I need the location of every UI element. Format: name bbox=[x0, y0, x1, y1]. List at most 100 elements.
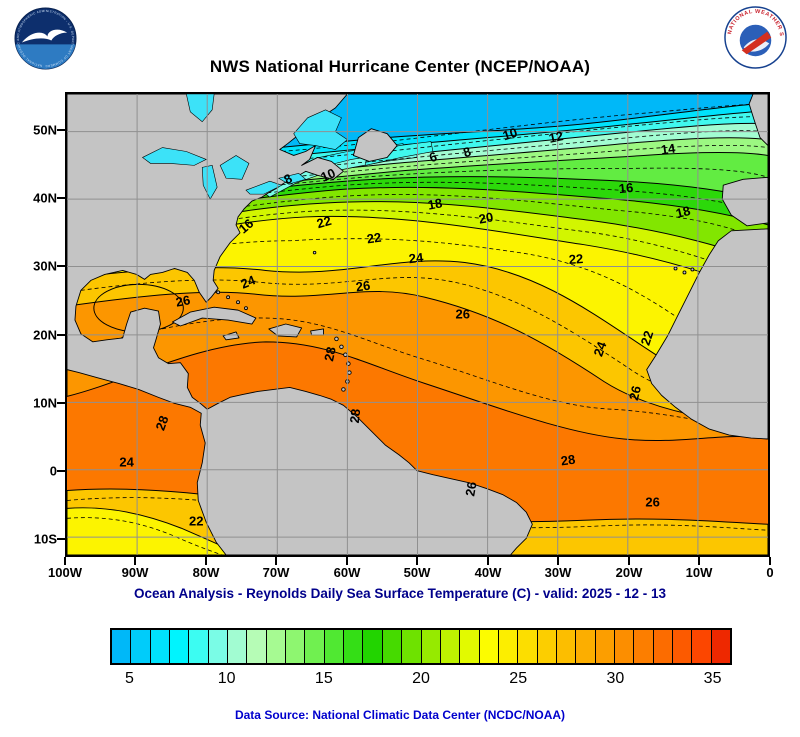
colorbar-tick-label: 20 bbox=[412, 670, 430, 687]
lake-huron bbox=[219, 155, 250, 180]
lon-axis-label: 40W bbox=[474, 565, 502, 580]
lon-axis-label: 80W bbox=[192, 565, 220, 580]
colorbar-segment bbox=[382, 630, 403, 663]
colorbar-segment bbox=[440, 630, 461, 663]
inland-water bbox=[142, 94, 348, 200]
iberia-land bbox=[721, 176, 768, 227]
lat-axis-label: 10S bbox=[33, 531, 57, 547]
contour-label: 20 bbox=[477, 209, 495, 227]
lat-axis-label: 20N bbox=[33, 327, 57, 343]
lat-axis-label: 30N bbox=[33, 258, 57, 274]
colorbar-segment bbox=[672, 630, 693, 663]
lat-axis-tick bbox=[57, 129, 65, 131]
colorbar-segment bbox=[150, 630, 171, 663]
lon-axis-tick bbox=[769, 557, 771, 565]
lon-axis-tick bbox=[628, 557, 630, 565]
contour-label: 24 bbox=[119, 454, 134, 470]
uk-france-land bbox=[748, 94, 768, 146]
contour-label: 26 bbox=[625, 384, 644, 403]
lon-axis-tick bbox=[134, 557, 136, 565]
colorbar-tick-label: 15 bbox=[314, 670, 333, 687]
lon-axis-label: 100W bbox=[48, 565, 82, 580]
lon-axis-label: 50W bbox=[403, 565, 431, 580]
nws-logo: NATIONAL WEATHER SERVICE bbox=[722, 2, 787, 69]
colorbar-segment bbox=[228, 630, 248, 663]
lake-superior bbox=[142, 147, 207, 166]
lon-axis-label: 60W bbox=[333, 565, 361, 580]
colorbar-tick-label: 10 bbox=[217, 670, 236, 687]
contour-label: 16 bbox=[235, 215, 257, 237]
canary-islands bbox=[673, 266, 695, 275]
contour-label: 18 bbox=[426, 195, 444, 213]
lon-axis-tick bbox=[698, 557, 700, 565]
colorbar-segment bbox=[131, 630, 151, 663]
colorbar-segment bbox=[363, 630, 383, 663]
colorbar-segment bbox=[324, 630, 345, 663]
colorbar-segment bbox=[653, 630, 673, 663]
contour-label: 22 bbox=[637, 328, 657, 348]
lake-ontario bbox=[278, 172, 307, 185]
contour-label: 14 bbox=[659, 140, 676, 157]
colorbar-segment bbox=[421, 630, 441, 663]
lat-axis-tick bbox=[57, 402, 65, 404]
colorbar-segment bbox=[556, 630, 577, 663]
colorbar-segment bbox=[498, 630, 519, 663]
colorbar-segment bbox=[344, 630, 364, 663]
lon-axis-label: 30W bbox=[544, 565, 572, 580]
lon-axis-tick bbox=[416, 557, 418, 565]
lat-axis-tick bbox=[57, 538, 65, 540]
contour-label: 10 bbox=[317, 165, 338, 186]
colorbar-segment bbox=[711, 630, 730, 663]
lake-michigan bbox=[201, 165, 218, 200]
colorbar-segment bbox=[518, 630, 538, 663]
contour-label: 22 bbox=[568, 250, 584, 267]
contour-label: 26 bbox=[455, 306, 470, 322]
lon-axis-label: 0 bbox=[766, 565, 774, 580]
contour-label: 26 bbox=[355, 277, 372, 295]
red-band-icon bbox=[741, 31, 772, 55]
lat-axis-tick bbox=[57, 470, 65, 472]
colorbar-segment bbox=[286, 630, 306, 663]
lat-axis-label: 40N bbox=[33, 190, 57, 206]
colorbar-segment bbox=[460, 630, 480, 663]
contour-label: 22 bbox=[314, 212, 333, 232]
colorbar-segment bbox=[189, 630, 209, 663]
noaa-logo: NATIONAL OCEANIC AND ATMOSPHERIC ADMINIS… bbox=[13, 4, 77, 70]
colorbar-segment bbox=[595, 630, 615, 663]
colorbar-segment bbox=[634, 630, 654, 663]
lon-axis-tick bbox=[487, 557, 489, 565]
colorbar-tick-label: 30 bbox=[606, 670, 625, 687]
contour-label: 12 bbox=[547, 127, 565, 146]
contour-label: 16 bbox=[617, 179, 634, 197]
lat-axis-tick bbox=[57, 334, 65, 336]
colorbar-tick-label: 5 bbox=[124, 670, 134, 687]
colorbar-segment bbox=[614, 630, 635, 663]
lat-axis-tick bbox=[57, 197, 65, 199]
africa-landmass bbox=[646, 228, 768, 440]
colorbar-segment bbox=[479, 630, 499, 663]
contour-label: 8 bbox=[460, 143, 473, 160]
contour-label: 10 bbox=[501, 124, 520, 144]
colorbar-tick-label: 35 bbox=[703, 670, 722, 687]
lon-axis-tick bbox=[64, 557, 66, 565]
contour-label: 24 bbox=[590, 339, 610, 359]
lon-axis-label: 90W bbox=[121, 565, 149, 580]
contour-label: 28 bbox=[347, 408, 364, 425]
colorbar-tick-label: 25 bbox=[509, 670, 528, 687]
lon-axis-tick bbox=[346, 557, 348, 565]
contour-label: 26 bbox=[462, 480, 480, 497]
lat-axis-tick bbox=[57, 265, 65, 267]
contour-label: 18 bbox=[674, 202, 693, 221]
land-layer bbox=[67, 94, 768, 555]
lesser-antilles-islands bbox=[334, 336, 352, 392]
lat-axis-label: 10N bbox=[33, 395, 57, 411]
colorbar-segment bbox=[266, 630, 287, 663]
colorbar-segment bbox=[208, 630, 229, 663]
lon-axis-tick bbox=[205, 557, 207, 565]
nws-logo-icon: NATIONAL WEATHER SERVICE bbox=[722, 2, 787, 69]
lake-erie bbox=[245, 180, 283, 195]
colorbar-ticks: 5 10 15 20 25 30 35 bbox=[110, 669, 732, 691]
contour-label-layer: 6 8 10 12 14 8 10 16 18 16 18 20 22 22 22 24 24 26 26 26 22 2… bbox=[67, 94, 768, 555]
lat-axis-label: 0 bbox=[49, 463, 57, 479]
